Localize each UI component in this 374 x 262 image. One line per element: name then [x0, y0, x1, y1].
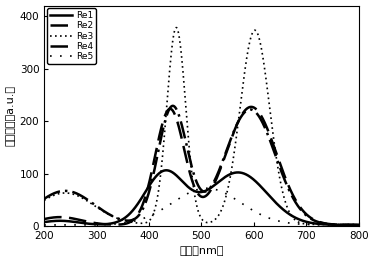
Legend: Re1, Re2, Re3, Re4, Re5: Re1, Re2, Re3, Re4, Re5	[47, 8, 96, 64]
X-axis label: 波长（nm）: 波长（nm）	[179, 247, 224, 256]
Y-axis label: 相对强度（a.u.）: 相对强度（a.u.）	[6, 85, 16, 146]
